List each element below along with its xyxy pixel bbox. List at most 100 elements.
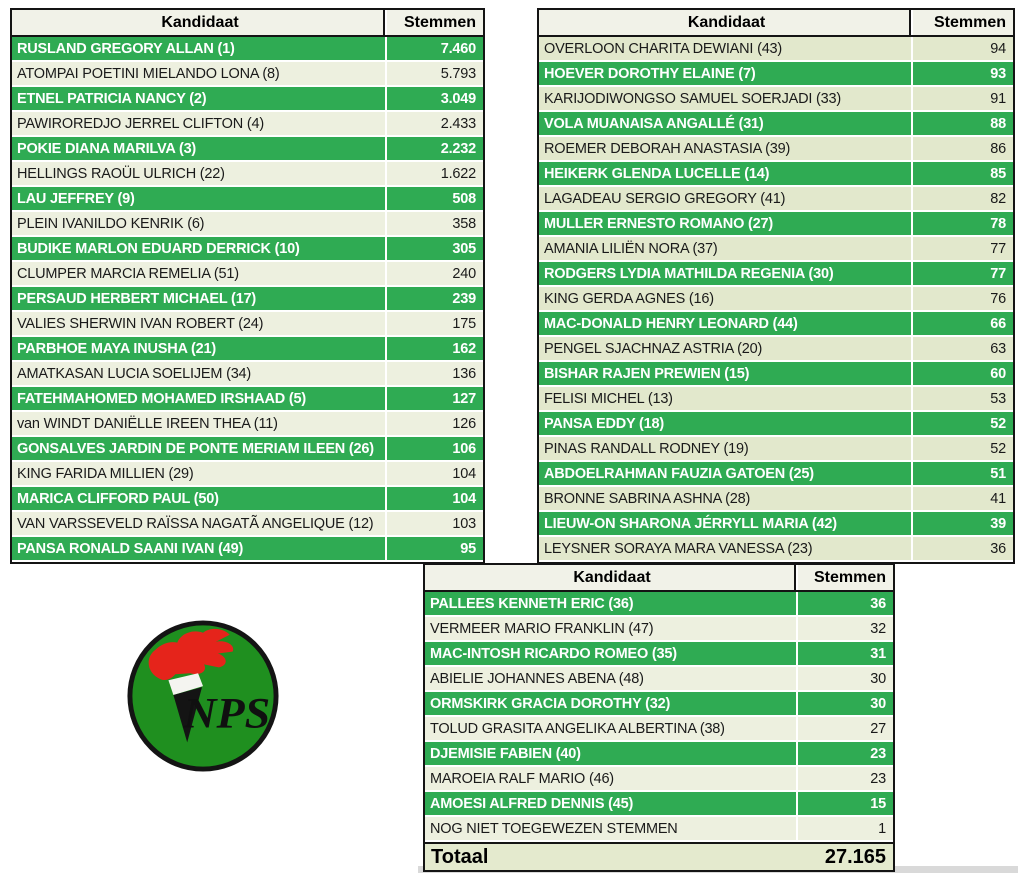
votes-cell: 23 xyxy=(796,742,893,765)
table-row: VALIES SHERWIN IVAN ROBERT (24) 175 xyxy=(12,312,483,337)
table-row: ROEMER DEBORAH ANASTASIA (39) 86 xyxy=(539,137,1013,162)
votes-cell: 76 xyxy=(911,287,1013,310)
table-row: KARIJODIWONGSO SAMUEL SOERJADI (33) 91 xyxy=(539,87,1013,112)
votes-cell: 30 xyxy=(796,667,893,690)
votes-cell: 136 xyxy=(385,362,483,385)
candidate-name-cell: ABDOELRAHMAN FAUZIA GATOEN (25) xyxy=(544,465,814,482)
candidate-name-cell: KING GERDA AGNES (16) xyxy=(544,290,714,307)
candidate-name-cell: HEIKERK GLENDA LUCELLE (14) xyxy=(544,165,770,182)
candidate-name-cell: MAROEIA RALF MARIO (46) xyxy=(430,770,614,787)
candidate-name-cell: HELLINGS RAOÜL ULRICH (22) xyxy=(17,165,225,182)
candidate-name-cell: LEYSNER SORAYA MARA VANESSA (23) xyxy=(544,540,813,557)
table-row: HELLINGS RAOÜL ULRICH (22) 1.622 xyxy=(12,162,483,187)
candidate-name-cell: LAU JEFFREY (9) xyxy=(17,190,135,207)
votes-cell: 32 xyxy=(796,617,893,640)
table-header-row: Kandidaat Stemmen xyxy=(12,10,483,37)
votes-cell: 358 xyxy=(385,212,483,235)
votes-cell: 85 xyxy=(911,162,1013,185)
table-row: ABDOELRAHMAN FAUZIA GATOEN (25) 51 xyxy=(539,462,1013,487)
total-value: 27.165 xyxy=(824,845,886,868)
votes-cell: 66 xyxy=(911,312,1013,335)
votes-cell: 63 xyxy=(911,337,1013,360)
candidate-name-cell: VAN VARSSEVELD RAÏSSA NAGATÃ ANGELIQUE (… xyxy=(17,515,374,532)
table-row: BRONNE SABRINA ASHNA (28) 41 xyxy=(539,487,1013,512)
candidate-name-cell: KARIJODIWONGSO SAMUEL SOERJADI (33) xyxy=(544,90,842,107)
candidate-name-cell: BISHAR RAJEN PREWIEN (15) xyxy=(544,365,750,382)
candidate-name-cell: TOLUD GRASITA ANGELIKA ALBERTINA (38) xyxy=(430,720,725,737)
table-row: HOEVER DOROTHY ELAINE (7) 93 xyxy=(539,62,1013,87)
candidate-name-cell: FATEHMAHOMED MOHAMED IRSHAAD (5) xyxy=(17,390,306,407)
table-row: PINAS RANDALL RODNEY (19) 52 xyxy=(539,437,1013,462)
votes-cell: 23 xyxy=(796,767,893,790)
votes-cell: 91 xyxy=(911,87,1013,110)
table-row: AMATKASAN LUCIA SOELIJEM (34) 136 xyxy=(12,362,483,387)
table-row: VOLA MUANAISA ANGALLÉ (31) 88 xyxy=(539,112,1013,137)
flame-icon xyxy=(148,628,234,680)
candidate-name-cell: POKIE DIANA MARILVA (3) xyxy=(17,140,197,157)
votes-cell: 104 xyxy=(385,487,483,510)
votes-cell: 1.622 xyxy=(385,162,483,185)
total-row: Totaal 27.165 xyxy=(425,842,893,870)
table-row: ETNEL PATRICIA NANCY (2) 3.049 xyxy=(12,87,483,112)
votes-cell: 2.232 xyxy=(385,137,483,160)
votes-cell: 1 xyxy=(796,817,893,840)
table-row: KING FARIDA MILLIEN (29) 104 xyxy=(12,462,483,487)
votes-cell: 94 xyxy=(911,37,1013,60)
votes-cell: 52 xyxy=(911,412,1013,435)
candidate-name-cell: PINAS RANDALL RODNEY (19) xyxy=(544,440,749,457)
votes-cell: 31 xyxy=(796,642,893,665)
table-row: OVERLOON CHARITA DEWIANI (43) 94 xyxy=(539,37,1013,62)
votes-cell: 52 xyxy=(911,437,1013,460)
votes-cell: 78 xyxy=(911,212,1013,235)
candidate-name-cell: HOEVER DOROTHY ELAINE (7) xyxy=(544,65,756,82)
candidate-name-cell: NOG NIET TOEGEWEZEN STEMMEN xyxy=(430,820,678,837)
stemmen-header: Stemmen xyxy=(911,10,1013,35)
table-row: MARICA CLIFFORD PAUL (50) 104 xyxy=(12,487,483,512)
votes-cell: 240 xyxy=(385,262,483,285)
candidate-name-cell: PANSA RONALD SAANI IVAN (49) xyxy=(17,540,244,557)
table-row: ORMSKIRK GRACIA DOROTHY (32) 30 xyxy=(425,692,893,717)
table-row: PAWIROREDJO JERREL CLIFTON (4) 2.433 xyxy=(12,112,483,137)
votes-cell: 2.433 xyxy=(385,112,483,135)
candidate-name-cell: ATOMPAI POETINI MIELANDO LONA (8) xyxy=(17,65,280,82)
table-row: LEYSNER SORAYA MARA VANESSA (23) 36 xyxy=(539,537,1013,562)
votes-cell: 77 xyxy=(911,237,1013,260)
candidate-name-cell: VALIES SHERWIN IVAN ROBERT (24) xyxy=(17,315,264,332)
candidate-name-cell: PALLEES KENNETH ERIC (36) xyxy=(430,595,634,612)
candidate-name-cell: PENGEL SJACHNAZ ASTRIA (20) xyxy=(544,340,763,357)
votes-cell: 36 xyxy=(911,537,1013,560)
kandidaat-header: Kandidaat xyxy=(12,10,385,35)
votes-cell: 39 xyxy=(911,512,1013,535)
votes-cell: 82 xyxy=(911,187,1013,210)
candidate-name-cell: ROEMER DEBORAH ANASTASIA (39) xyxy=(544,140,791,157)
votes-cell: 93 xyxy=(911,62,1013,85)
table-row: LAGADEAU SERGIO GREGORY (41) 82 xyxy=(539,187,1013,212)
table-row: MAC-INTOSH RICARDO ROMEO (35) 31 xyxy=(425,642,893,667)
table-row: KING GERDA AGNES (16) 76 xyxy=(539,287,1013,312)
votes-cell: 41 xyxy=(911,487,1013,510)
candidate-name-cell: LIEUW-ON SHARONA JÉRRYLL MARIA (42) xyxy=(544,515,837,532)
table-row: PERSAUD HERBERT MICHAEL (17) 239 xyxy=(12,287,483,312)
candidate-name-cell: RUSLAND GREGORY ALLAN (1) xyxy=(17,40,235,57)
table-row: MAC-DONALD HENRY LEONARD (44) 66 xyxy=(539,312,1013,337)
candidate-name-cell: MAC-INTOSH RICARDO ROMEO (35) xyxy=(430,645,677,662)
table-row: AMOESI ALFRED DENNIS (45) 15 xyxy=(425,792,893,817)
candidate-name-cell: BRONNE SABRINA ASHNA (28) xyxy=(544,490,751,507)
candidate-name-cell: OVERLOON CHARITA DEWIANI (43) xyxy=(544,40,783,57)
table-row: PANSA EDDY (18) 52 xyxy=(539,412,1013,437)
table-row: RUSLAND GREGORY ALLAN (1) 7.460 xyxy=(12,37,483,62)
candidate-name-cell: ABIELIE JOHANNES ABENA (48) xyxy=(430,670,644,687)
kandidaat-header: Kandidaat xyxy=(425,565,796,590)
torch-band xyxy=(168,673,203,696)
votes-cell: 175 xyxy=(385,312,483,335)
candidate-name-cell: MULLER ERNESTO ROMANO (27) xyxy=(544,215,773,232)
votes-cell: 86 xyxy=(911,137,1013,160)
table-row: VERMEER MARIO FRANKLIN (47) 32 xyxy=(425,617,893,642)
candidate-name-cell: FELISI MICHEL (13) xyxy=(544,390,673,407)
votes-cell: 239 xyxy=(385,287,483,310)
table-row: CLUMPER MARCIA REMELIA (51) 240 xyxy=(12,262,483,287)
table-row: ABIELIE JOHANNES ABENA (48) 30 xyxy=(425,667,893,692)
candidate-name-cell: BUDIKE MARLON EDUARD DERRICK (10) xyxy=(17,240,300,257)
votes-cell: 305 xyxy=(385,237,483,260)
table-row: PENGEL SJACHNAZ ASTRIA (20) 63 xyxy=(539,337,1013,362)
